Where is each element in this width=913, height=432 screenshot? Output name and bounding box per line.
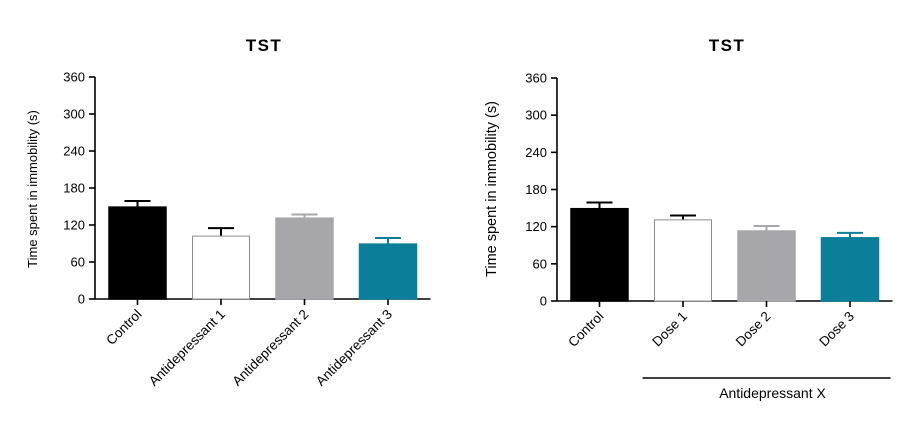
bar	[358, 243, 418, 300]
y-tick-label: 0	[540, 294, 547, 309]
y-tick-label: 240	[525, 145, 547, 160]
y-tick-label: 180	[63, 181, 85, 196]
y-tick-label: 120	[63, 218, 85, 233]
y-tick-label: 360	[525, 71, 547, 86]
y-tick-label: 180	[525, 182, 547, 197]
bar	[737, 230, 796, 302]
y-axis-label: Time spent in immobility (s)	[484, 101, 500, 277]
bar	[108, 206, 167, 300]
x-tick-label: Control	[103, 307, 144, 348]
y-tick-label: 120	[525, 219, 547, 234]
chart-left: TST Time spent in immobility (s) 0 60 120 180…	[25, 36, 431, 389]
x-tick-label: Antidepressant 2	[229, 307, 311, 389]
chart-title: TST	[709, 36, 746, 55]
y-tick-label: 0	[78, 292, 85, 307]
y-tick-label: 360	[63, 70, 85, 85]
bar	[570, 207, 629, 302]
y-axis-label: Time spent in immobility (s)	[25, 110, 40, 268]
bar	[192, 235, 250, 300]
x-tick-label: Antidepressant 1	[146, 307, 228, 389]
bar	[820, 237, 880, 302]
chart-title: TST	[246, 36, 283, 55]
group-label: Antidepressant X	[719, 385, 826, 401]
y-tick-label: 300	[525, 108, 547, 123]
bar	[275, 217, 334, 300]
y-tick-label: 60	[71, 255, 85, 270]
y-tick-label: 240	[63, 144, 85, 159]
x-tick-label: Control	[565, 309, 606, 350]
x-tick-label: Antidepressant 3	[313, 307, 395, 389]
y-tick-label: 60	[533, 256, 547, 271]
x-tick-label: Dose 1	[649, 309, 690, 350]
bar	[654, 219, 712, 302]
x-tick-label: Dose 2	[733, 309, 774, 350]
chart-right: TST Time spent in immobility (s) 0 60 120 180…	[484, 36, 893, 401]
y-tick-label: 300	[63, 107, 85, 122]
x-tick-label: Dose 3	[816, 309, 857, 350]
